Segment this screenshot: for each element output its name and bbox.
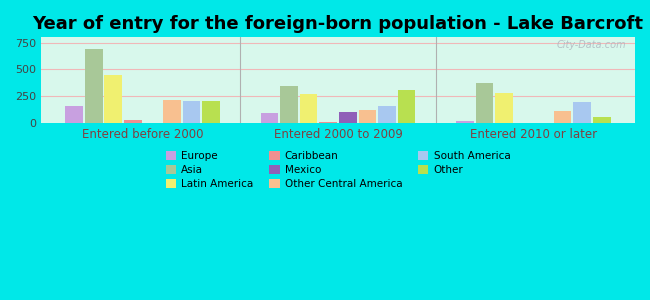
Bar: [573, 102, 591, 123]
Bar: [554, 111, 571, 123]
Bar: [85, 49, 103, 123]
Bar: [300, 94, 317, 123]
Bar: [124, 120, 142, 123]
Legend: Europe, Asia, Latin America, Caribbean, Mexico, Other Central America, South Ame: Europe, Asia, Latin America, Caribbean, …: [161, 147, 515, 193]
Bar: [359, 110, 376, 123]
Bar: [183, 101, 200, 123]
Bar: [476, 83, 493, 123]
Bar: [339, 112, 357, 123]
Bar: [202, 101, 220, 123]
Bar: [398, 90, 415, 123]
Bar: [261, 113, 278, 123]
Bar: [593, 117, 610, 123]
Bar: [456, 121, 474, 123]
Bar: [280, 86, 298, 123]
Text: City-Data.com: City-Data.com: [556, 40, 626, 50]
Bar: [495, 93, 513, 123]
Bar: [319, 122, 337, 123]
Bar: [163, 100, 181, 123]
Bar: [105, 75, 122, 123]
Bar: [378, 106, 396, 123]
Bar: [66, 106, 83, 123]
Title: Year of entry for the foreign-born population - Lake Barcroft: Year of entry for the foreign-born popul…: [32, 15, 644, 33]
